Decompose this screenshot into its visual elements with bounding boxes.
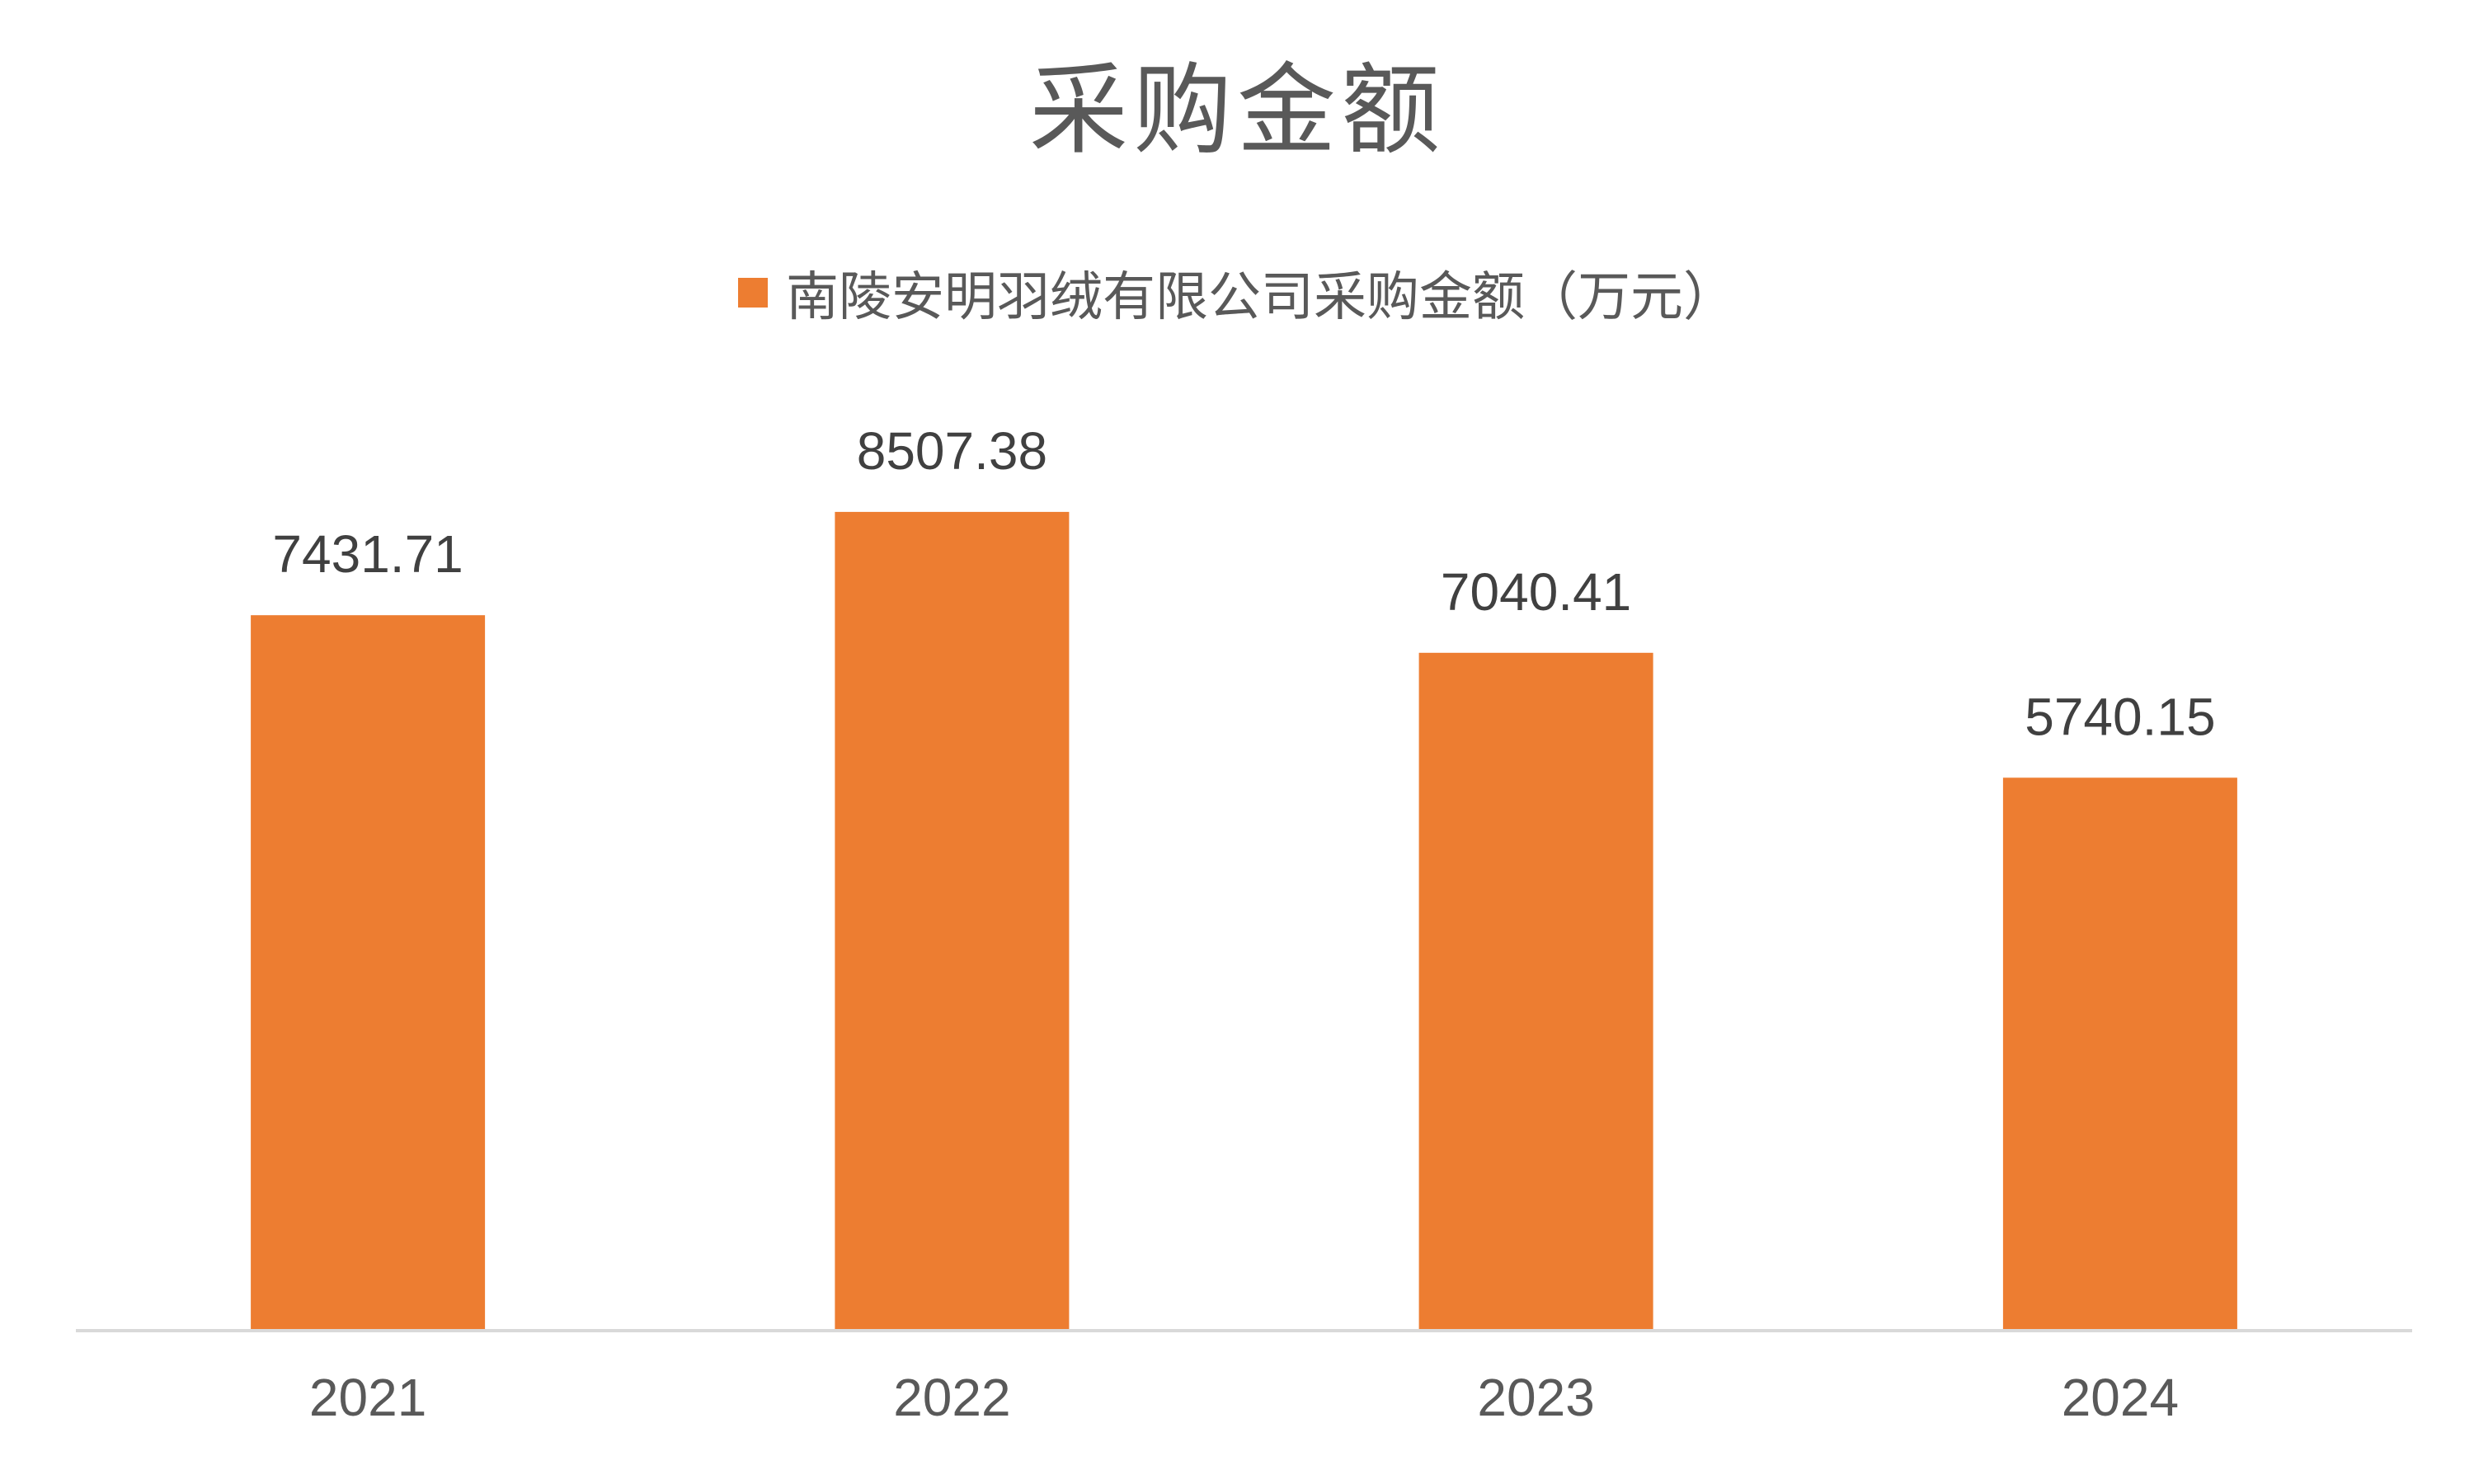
bar-2024 — [2002, 777, 2237, 1329]
bar-2022 — [835, 511, 1070, 1329]
data-label-2023: 7040.41 — [1441, 562, 1631, 622]
legend-swatch — [738, 278, 768, 308]
data-labels-group: 7431.71 8507.38 7040.41 5740.15 — [272, 421, 2215, 746]
x-tick-label-2022: 2022 — [893, 1368, 1010, 1427]
data-label-2021: 7431.71 — [272, 524, 463, 584]
data-label-2024: 5740.15 — [2025, 687, 2215, 746]
x-tick-label-2024: 2024 — [2062, 1368, 2179, 1427]
legend: 南陵安明羽绒有限公司采购金额（万元） — [0, 256, 2474, 330]
x-tick-label-2023: 2023 — [1477, 1368, 1594, 1427]
data-label-2022: 8507.38 — [857, 421, 1047, 481]
bar-2021 — [251, 615, 486, 1329]
x-tick-labels-group: 2021 2022 2023 2024 — [309, 1368, 2179, 1427]
x-tick-label-2021: 2021 — [309, 1368, 426, 1427]
legend-label: 南陵安明羽绒有限公司采购金额（万元） — [786, 267, 1736, 328]
bar-2023 — [1418, 652, 1653, 1329]
bars-group — [251, 511, 2237, 1329]
chart-title: 采购金额 — [1029, 54, 1445, 168]
